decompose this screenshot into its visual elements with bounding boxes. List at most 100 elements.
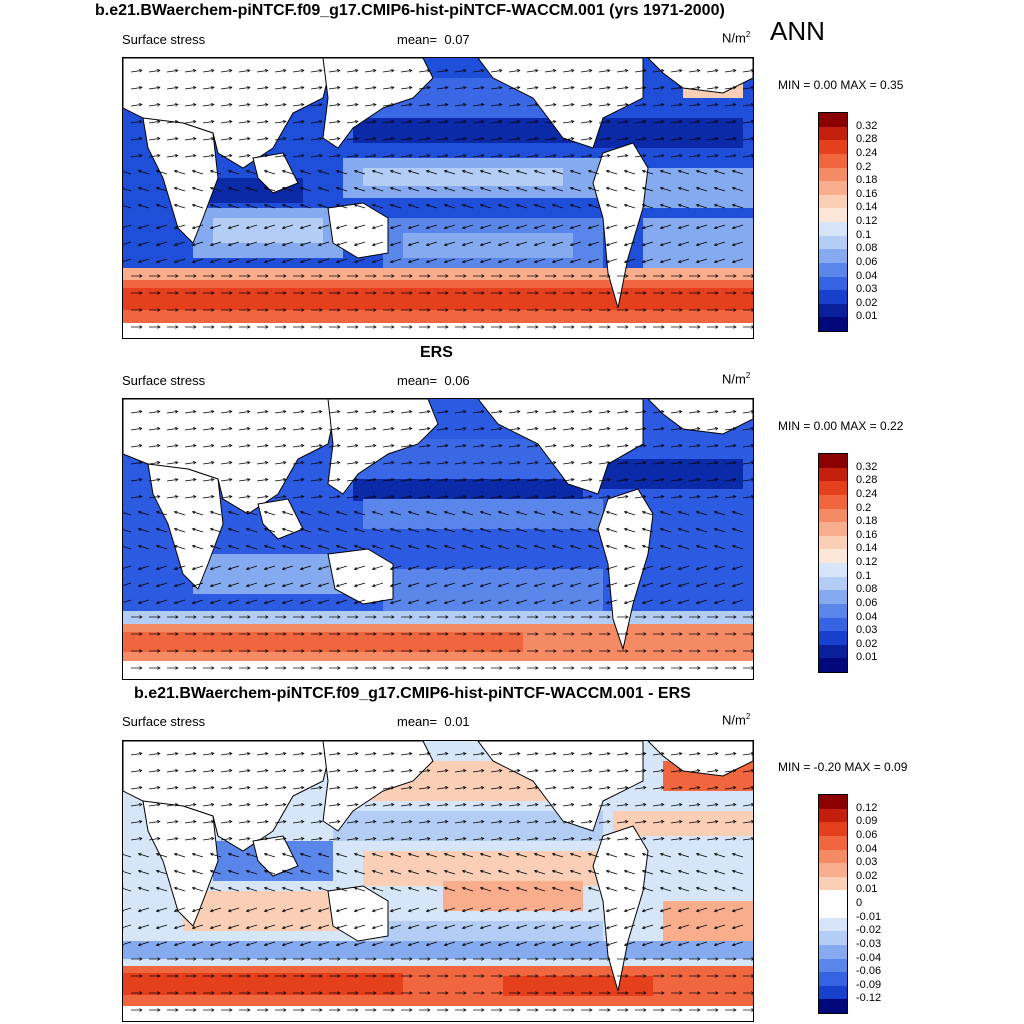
colorbar-swatch	[819, 590, 847, 604]
colorbar-tick-label: 0.09	[856, 815, 878, 828]
colorbar-tick-label: 0.1	[856, 228, 872, 241]
colorbar-tick-label: 0.01	[856, 651, 878, 664]
colorbar-swatch	[819, 290, 847, 304]
colorbar-tick-label: 0.12	[856, 801, 878, 814]
colorbar-swatch	[819, 917, 847, 932]
colorbar-swatch	[819, 944, 847, 959]
colorbar-tick-label: 0	[856, 897, 863, 909]
colorbar-tick-label: 0.2	[856, 501, 872, 514]
panel-2-units: N/m2	[722, 371, 751, 387]
colorbar-swatch	[819, 822, 847, 836]
colorbar-swatch	[819, 890, 847, 904]
colorbar-tick-label: 0.24	[856, 146, 878, 159]
panel-2-title: ERS	[420, 344, 453, 361]
panel-3-variable-label: Surface stress	[122, 714, 206, 729]
panel-1-title: b.e21.BWaerchem-piNTCF.f09_g17.CMIP6-his…	[95, 2, 725, 19]
panel-2-minmax: MIN = 0.00 MAX = 0.22	[778, 419, 904, 433]
colorbar-swatch	[819, 467, 847, 482]
colorbar-swatch	[819, 535, 847, 550]
panel-3-map-svg	[123, 741, 753, 1021]
colorbar-swatch	[819, 835, 847, 850]
season-label: ANN	[770, 16, 825, 46]
colorbar-swatch	[819, 795, 847, 809]
colorbar-tick-label: -0.04	[856, 951, 882, 964]
panel-3-title: b.e21.BWaerchem-piNTCF.f09_g17.CMIP6-his…	[134, 685, 691, 702]
colorbar-swatch	[819, 481, 847, 495]
colorbar-swatch	[819, 262, 847, 277]
colorbar-tick-label: 0.08	[856, 242, 878, 255]
colorbar-swatch	[819, 276, 847, 291]
colorbar-swatch	[819, 808, 847, 823]
colorbar-swatch	[819, 876, 847, 891]
colorbar-tick-label: 0.04	[856, 610, 878, 623]
panel-2-map	[122, 398, 754, 680]
colorbar-tick-label: 0.01	[856, 883, 878, 896]
panel-2-map-svg	[123, 399, 753, 679]
colorbar-tick-label: 0.02	[856, 296, 878, 309]
panel-2-colorbar	[818, 453, 848, 673]
colorbar-swatch	[819, 563, 847, 577]
colorbar-tick-label: 0.03	[856, 283, 878, 296]
colorbar-swatch	[819, 235, 847, 250]
panel-1-map	[122, 57, 754, 339]
colorbar-swatch	[819, 999, 847, 1013]
panel-2-mean-label: mean= 0.06	[397, 373, 470, 388]
colorbar-tick-label: 0.16	[856, 187, 878, 200]
colorbar-tick-label: 0.04	[856, 269, 878, 282]
colorbar-tick-label: 0.12	[856, 215, 878, 227]
panel-3-mean-value: 0.01	[444, 714, 470, 729]
colorbar-tick-label: -0.06	[856, 965, 882, 978]
colorbar-swatch	[819, 208, 847, 222]
colorbar-swatch	[819, 494, 847, 509]
panel-1-variable-label: Surface stress	[122, 32, 206, 47]
colorbar-tick-label: 0.1	[856, 569, 872, 582]
panel-2-mean-value: 0.06	[444, 373, 470, 388]
colorbar-tick-label: 0.32	[856, 119, 878, 132]
colorbar-swatch	[819, 303, 847, 318]
colorbar-swatch	[819, 617, 847, 632]
colorbar-swatch	[819, 576, 847, 591]
panel-1-units: N/m2	[722, 30, 751, 46]
colorbar-tick-label: 0.02	[856, 869, 878, 882]
colorbar-swatch	[819, 454, 847, 468]
colorbar-swatch	[819, 972, 847, 986]
colorbar-tick-label: 0.03	[856, 856, 878, 869]
colorbar-tick-label: 0.06	[856, 596, 878, 609]
colorbar-swatch	[819, 849, 847, 864]
colorbar-swatch	[819, 904, 847, 918]
colorbar-swatch	[819, 522, 847, 536]
colorbar-swatch	[819, 194, 847, 209]
colorbar-swatch	[819, 644, 847, 659]
colorbar-tick-label: 0.02	[856, 637, 878, 650]
panel-3-mean-label: mean= 0.01	[397, 714, 470, 729]
panel-2-variable-label: Surface stress	[122, 373, 206, 388]
colorbar-tick-label: 0.14	[856, 542, 878, 555]
colorbar-swatch	[819, 603, 847, 618]
panel-3-map	[122, 740, 754, 1022]
colorbar-tick-label: 0.16	[856, 528, 878, 541]
colorbar-swatch	[819, 126, 847, 141]
colorbar-tick-label: -0.01	[856, 910, 882, 923]
colorbar-tick-label: 0.08	[856, 583, 878, 596]
panel-3-colorbar	[818, 794, 848, 1014]
colorbar-swatch	[819, 931, 847, 945]
panel-1-mean-value: 0.07	[444, 32, 470, 47]
panel-1-minmax: MIN = 0.00 MAX = 0.35	[778, 78, 904, 92]
colorbar-tick-label: 0.18	[856, 515, 878, 528]
colorbar-swatch	[819, 222, 847, 236]
colorbar-tick-label: 0.01	[856, 310, 878, 323]
colorbar-swatch	[819, 631, 847, 645]
panel-1-mean-label: mean= 0.07	[397, 32, 470, 47]
colorbar-tick-label: 0.18	[856, 174, 878, 187]
colorbar-tick-label: 0.06	[856, 828, 878, 841]
panel-1-colorbar	[818, 112, 848, 332]
colorbar-tick-label: -0.03	[856, 937, 882, 950]
colorbar-swatch	[819, 958, 847, 973]
colorbar-tick-label: 0.28	[856, 474, 878, 487]
colorbar-swatch	[819, 167, 847, 182]
colorbar-tick-label: -0.12	[856, 992, 882, 1005]
colorbar-swatch	[819, 863, 847, 877]
colorbar-tick-label: 0.2	[856, 160, 872, 173]
colorbar-swatch	[819, 140, 847, 154]
colorbar-swatch	[819, 317, 847, 331]
